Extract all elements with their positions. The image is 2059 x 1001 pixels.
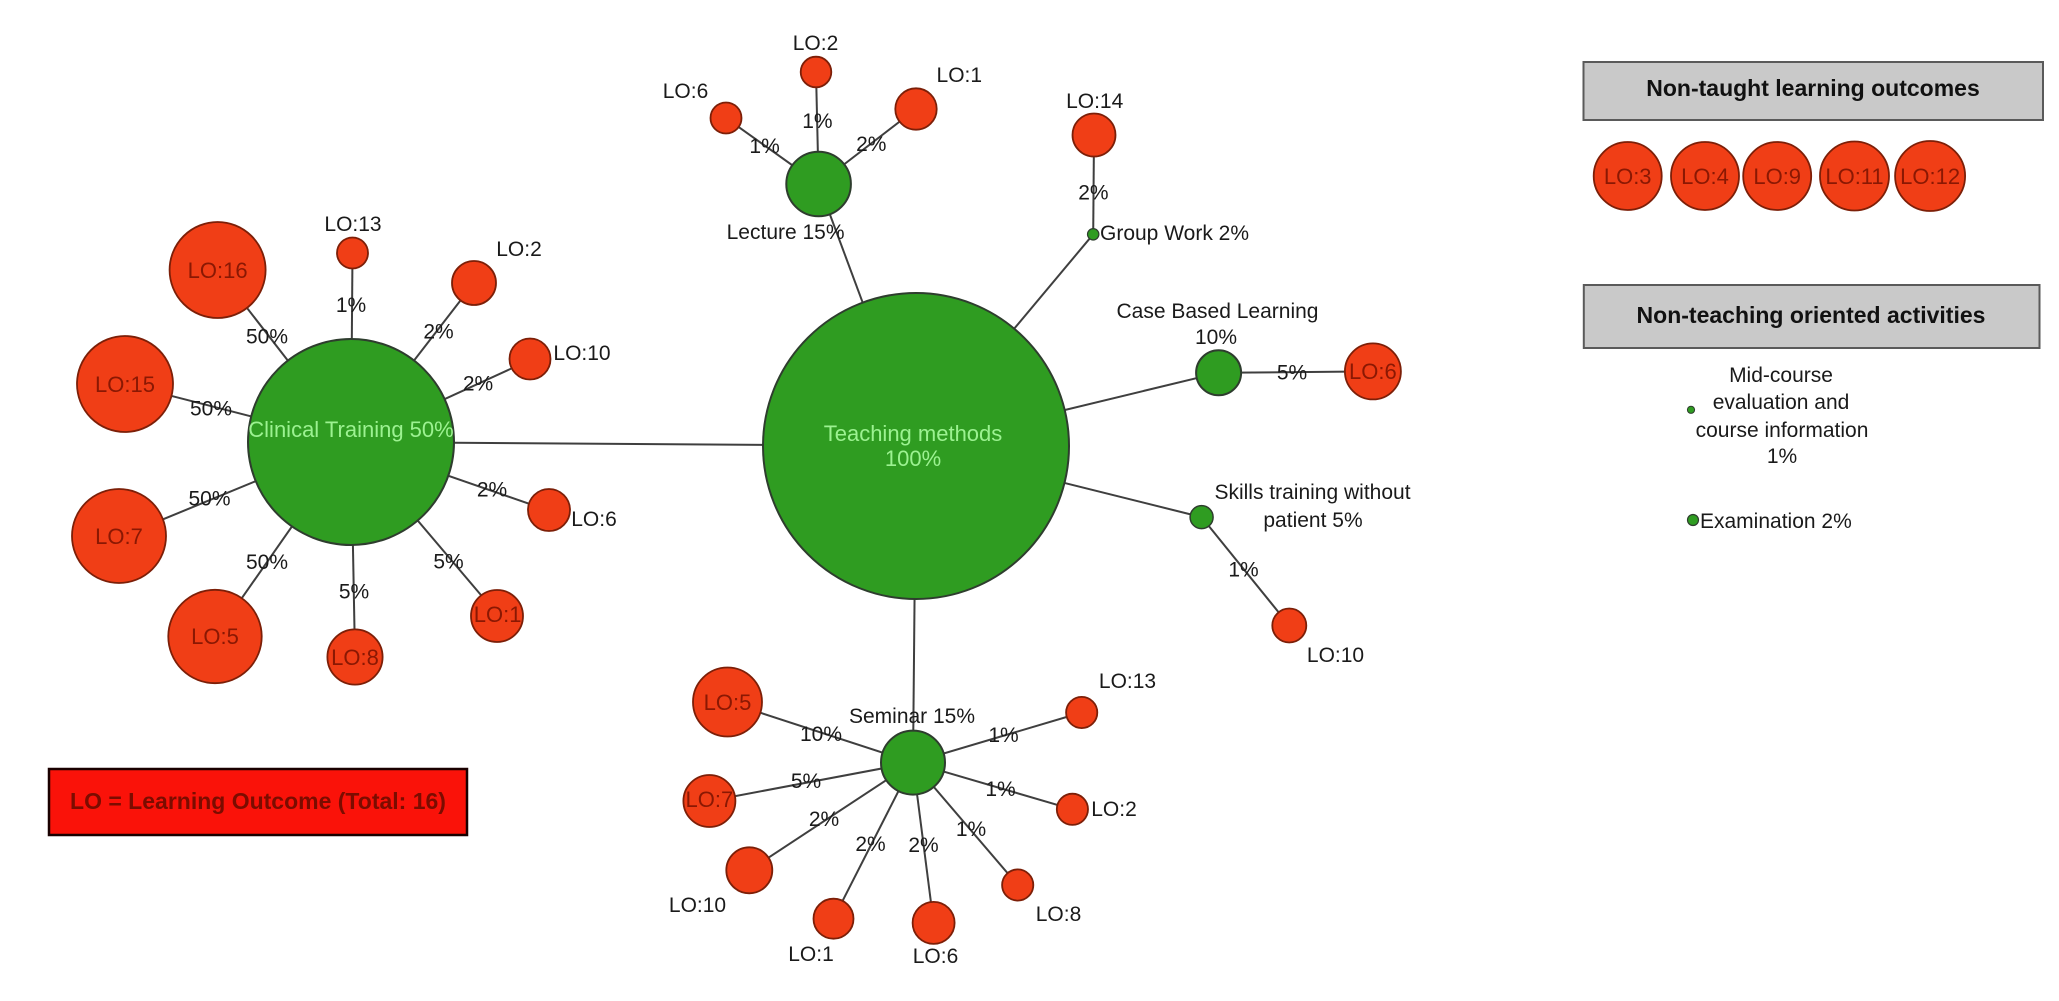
svg-text:LO:13: LO:13 <box>1099 670 1156 693</box>
svg-text:LO:9: LO:9 <box>1753 164 1801 189</box>
svg-text:LO:7: LO:7 <box>686 787 734 812</box>
svg-text:2%: 2% <box>908 834 938 857</box>
svg-text:LO:1: LO:1 <box>788 943 834 966</box>
svg-text:LO:4: LO:4 <box>1681 164 1729 189</box>
svg-text:LO:14: LO:14 <box>1066 90 1124 113</box>
svg-text:LO:8: LO:8 <box>331 645 379 670</box>
svg-text:Teaching methods: Teaching methods <box>824 421 1003 446</box>
svg-text:Non-taught learning outcomes: Non-taught learning outcomes <box>1646 75 1980 101</box>
svg-text:LO:5: LO:5 <box>704 690 752 715</box>
svg-text:5%: 5% <box>1277 362 1307 385</box>
svg-text:Seminar 15%: Seminar 15% <box>849 705 975 728</box>
svg-text:LO:12: LO:12 <box>1900 164 1960 189</box>
svg-text:2%: 2% <box>423 321 453 344</box>
svg-text:50%: 50% <box>190 398 232 421</box>
svg-text:2%: 2% <box>1078 182 1108 205</box>
svg-text:Clinical Training 50%: Clinical Training 50% <box>248 417 453 442</box>
svg-text:Group Work 2%: Group Work 2% <box>1100 222 1249 245</box>
svg-text:2%: 2% <box>477 479 507 502</box>
svg-text:2%: 2% <box>856 133 886 156</box>
svg-text:1%: 1% <box>336 294 366 317</box>
svg-text:10%: 10% <box>800 723 842 746</box>
svg-text:1%: 1% <box>802 110 832 133</box>
svg-text:LO:7: LO:7 <box>95 524 143 549</box>
svg-text:LO:15: LO:15 <box>95 372 155 397</box>
svg-text:LO:13: LO:13 <box>324 213 381 236</box>
svg-text:LO:3: LO:3 <box>1604 164 1652 189</box>
svg-text:Non-teaching oriented activiti: Non-teaching oriented activities <box>1637 302 1986 328</box>
svg-text:LO = Learning Outcome (Total:: LO = Learning Outcome (Total: 16) <box>70 788 446 814</box>
svg-text:patient 5%: patient 5% <box>1263 509 1362 532</box>
svg-text:1%: 1% <box>988 724 1018 747</box>
svg-text:10%: 10% <box>1195 326 1237 349</box>
svg-text:2%: 2% <box>463 373 493 396</box>
svg-text:LO:10: LO:10 <box>553 342 610 365</box>
svg-text:LO:6: LO:6 <box>571 508 617 531</box>
svg-text:LO:1: LO:1 <box>474 602 522 627</box>
svg-text:LO:2: LO:2 <box>793 32 839 55</box>
svg-text:LO:5: LO:5 <box>191 624 239 649</box>
svg-text:2%: 2% <box>809 808 839 831</box>
svg-text:Skills training without: Skills training without <box>1214 481 1410 504</box>
svg-text:1%: 1% <box>749 135 779 158</box>
svg-text:LO:10: LO:10 <box>1307 644 1364 667</box>
svg-text:LO:8: LO:8 <box>1036 903 1082 926</box>
svg-text:2%: 2% <box>855 833 885 856</box>
svg-text:1%: 1% <box>1767 445 1797 468</box>
svg-text:1%: 1% <box>1228 559 1258 582</box>
svg-text:1%: 1% <box>985 778 1015 801</box>
svg-text:LO:6: LO:6 <box>1349 359 1397 384</box>
svg-text:50%: 50% <box>188 488 230 511</box>
svg-text:Examination 2%: Examination 2% <box>1700 510 1852 533</box>
svg-text:LO:2: LO:2 <box>1091 798 1137 821</box>
svg-text:evaluation and: evaluation and <box>1713 391 1850 414</box>
svg-text:LO:16: LO:16 <box>188 258 248 283</box>
svg-text:1%: 1% <box>956 818 986 841</box>
svg-text:Case Based Learning: Case Based Learning <box>1117 300 1319 323</box>
svg-text:5%: 5% <box>433 551 463 574</box>
svg-text:LO:10: LO:10 <box>669 894 726 917</box>
svg-text:LO:2: LO:2 <box>496 238 542 261</box>
svg-text:5%: 5% <box>791 770 821 793</box>
svg-text:LO:11: LO:11 <box>1825 164 1883 189</box>
svg-text:5%: 5% <box>339 581 369 604</box>
svg-text:LO:6: LO:6 <box>913 945 959 968</box>
svg-text:LO:1: LO:1 <box>937 64 983 87</box>
svg-text:Mid-course: Mid-course <box>1729 364 1833 387</box>
svg-text:50%: 50% <box>246 326 288 349</box>
svg-text:LO:6: LO:6 <box>663 80 709 103</box>
svg-text:Lecture 15%: Lecture 15% <box>727 221 845 244</box>
svg-text:course information: course information <box>1696 419 1869 442</box>
svg-text:50%: 50% <box>246 551 288 574</box>
svg-text:100%: 100% <box>885 446 941 471</box>
